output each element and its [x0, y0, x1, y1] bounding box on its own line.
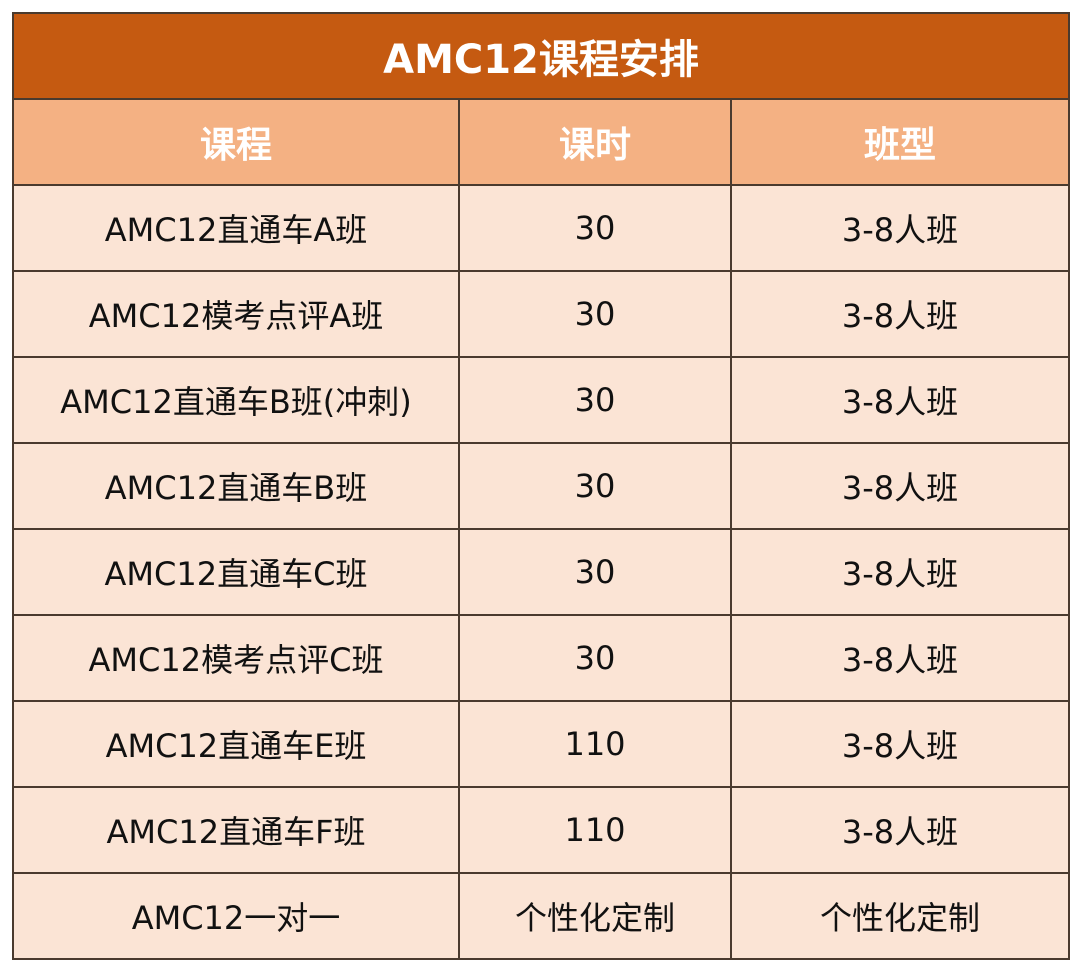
cell-hours: 110	[458, 786, 732, 874]
cell-hours: 30	[458, 614, 732, 702]
header-class-type: 班型	[729, 98, 1071, 186]
table-row: AMC12直通车B班(冲刺) 30 3-8人班	[12, 356, 1071, 444]
table-row: AMC12模考点评A班 30 3-8人班	[12, 270, 1071, 358]
cell-class-type: 3-8人班	[729, 700, 1071, 788]
table-row: AMC12直通车A班 30 3-8人班	[12, 184, 1071, 272]
cell-hours: 个性化定制	[458, 872, 732, 960]
table-row: AMC12直通车B班 30 3-8人班	[12, 442, 1071, 530]
cell-hours: 30	[458, 270, 732, 358]
cell-hours: 30	[458, 356, 732, 444]
table-row: AMC12直通车E班 110 3-8人班	[12, 700, 1071, 788]
cell-course: AMC12直通车E班	[12, 700, 460, 788]
cell-course: AMC12直通车B班	[12, 442, 460, 530]
cell-course: AMC12一对一	[12, 872, 460, 960]
table-row: AMC12直通车C班 30 3-8人班	[12, 528, 1071, 616]
course-schedule: AMC12课程安排 课程 课时 班型 AMC12直通车A班 30 3-8人班 A…	[11, 12, 1071, 960]
cell-class-type: 3-8人班	[729, 786, 1071, 874]
header-row: 课程 课时 班型	[12, 98, 1071, 186]
cell-hours: 110	[458, 700, 732, 788]
header-hours: 课时	[458, 98, 732, 186]
cell-course: AMC12直通车F班	[12, 786, 460, 874]
cell-course: AMC12直通车B班(冲刺)	[12, 356, 460, 444]
course-table: AMC12课程安排 课程 课时 班型 AMC12直通车A班 30 3-8人班 A…	[11, 12, 1071, 960]
cell-class-type: 3-8人班	[729, 184, 1071, 272]
title-row: AMC12课程安排	[11, 12, 1071, 100]
cell-hours: 30	[458, 184, 732, 272]
cell-hours: 30	[458, 528, 732, 616]
table-title: AMC12课程安排	[11, 12, 1071, 100]
cell-class-type: 3-8人班	[729, 528, 1071, 616]
header-course: 课程	[12, 98, 460, 186]
cell-class-type: 3-8人班	[729, 442, 1071, 530]
cell-course: AMC12模考点评C班	[12, 614, 460, 702]
cell-class-type: 3-8人班	[729, 614, 1071, 702]
cell-class-type: 3-8人班	[729, 356, 1071, 444]
table-row: AMC12直通车F班 110 3-8人班	[12, 786, 1071, 874]
cell-course: AMC12直通车A班	[12, 184, 460, 272]
table-row: AMC12模考点评C班 30 3-8人班	[12, 614, 1071, 702]
cell-class-type: 3-8人班	[729, 270, 1071, 358]
cell-hours: 30	[458, 442, 732, 530]
table-row: AMC12一对一 个性化定制 个性化定制	[12, 872, 1071, 960]
cell-course: AMC12直通车C班	[12, 528, 460, 616]
cell-course: AMC12模考点评A班	[12, 270, 460, 358]
cell-class-type: 个性化定制	[729, 872, 1071, 960]
